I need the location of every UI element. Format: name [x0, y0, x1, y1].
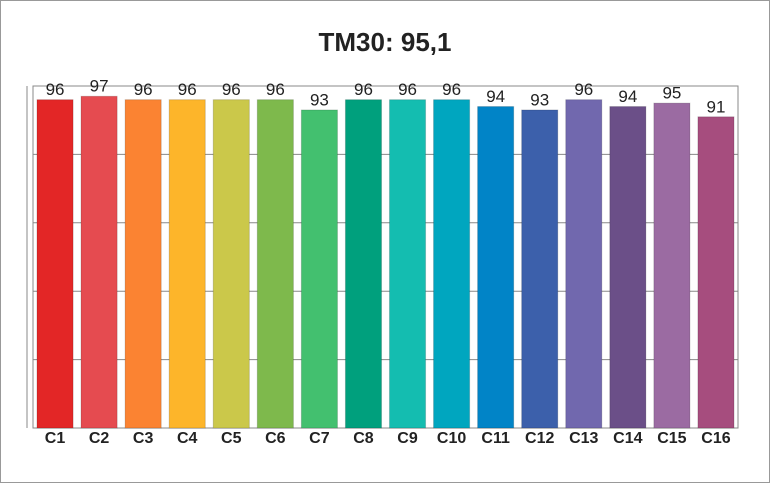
value-label: 96 — [222, 80, 241, 99]
x-tick-label: C7 — [309, 430, 330, 447]
bar — [477, 106, 515, 429]
x-tick-label: C1 — [45, 430, 66, 447]
x-tick-label: C9 — [397, 430, 418, 447]
value-label: 96 — [134, 80, 153, 99]
value-label: 96 — [398, 80, 417, 99]
x-tick-label: C16 — [701, 430, 730, 447]
bar — [124, 99, 162, 429]
x-tick-label: C5 — [221, 430, 242, 447]
x-tick-label: C10 — [437, 430, 466, 447]
value-label: 91 — [707, 97, 726, 116]
bar — [521, 109, 559, 429]
bar — [653, 102, 691, 429]
value-label: 94 — [618, 87, 637, 106]
bar — [256, 99, 294, 429]
value-label: 96 — [46, 80, 65, 99]
x-tick-label: C4 — [177, 430, 198, 447]
x-tick-label: C11 — [481, 430, 510, 447]
value-label: 95 — [662, 84, 681, 103]
value-label: 96 — [574, 80, 593, 99]
chart-title: TM30: 95,1 — [319, 27, 452, 57]
x-tick-label: C6 — [265, 430, 286, 447]
bar — [433, 99, 471, 429]
x-tick-label: C15 — [657, 430, 686, 447]
x-tick-label: C13 — [569, 430, 598, 447]
bar — [212, 99, 250, 429]
value-label: 96 — [266, 80, 285, 99]
x-tick-label: C8 — [353, 430, 374, 447]
value-label: 93 — [530, 90, 549, 109]
bar — [388, 99, 427, 429]
x-tick-label: C12 — [525, 430, 554, 447]
bar — [609, 106, 647, 429]
value-label: 97 — [90, 77, 109, 96]
value-label: 94 — [486, 87, 505, 106]
value-label: 96 — [178, 80, 197, 99]
x-tick-label: C2 — [89, 430, 110, 447]
value-label: 96 — [442, 80, 461, 99]
bar — [565, 99, 603, 429]
bar — [697, 116, 735, 429]
bar — [300, 109, 338, 429]
x-tick-label: C14 — [613, 430, 642, 447]
value-label: 93 — [310, 90, 329, 109]
bar — [80, 95, 118, 429]
bar — [36, 99, 74, 429]
x-tick-label: C3 — [133, 430, 154, 447]
value-label: 96 — [354, 80, 373, 99]
bar — [168, 99, 206, 429]
bar — [344, 99, 383, 429]
